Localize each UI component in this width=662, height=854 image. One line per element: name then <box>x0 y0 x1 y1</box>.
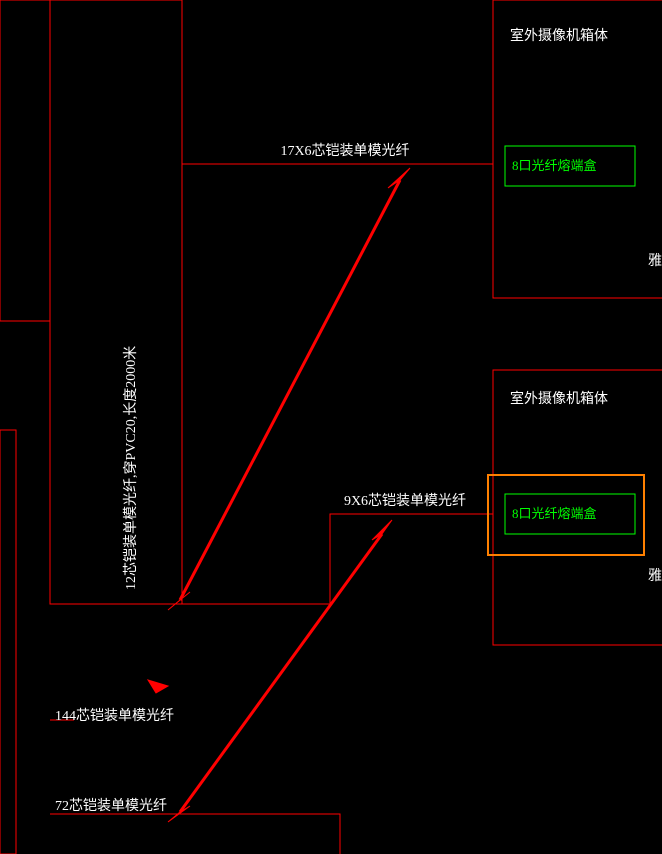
side-glyph-top: 雅 <box>648 253 662 269</box>
red-rect <box>0 430 16 854</box>
diagram-canvas: 17X6芯铠装单模光纤 9X6芯铠装单模光纤 144芯铠装单模光纤 72芯铠装单… <box>0 0 662 854</box>
label-cable-72: 72芯铠装单模光纤 <box>55 798 167 814</box>
cable-line <box>50 814 340 854</box>
arrow-2 <box>168 520 392 822</box>
fiber-term-label-bottom: 8口光纤熔端盒 <box>512 506 597 521</box>
box-title-top: 室外摄像机箱体 <box>510 27 608 44</box>
box-title-bottom: 室外摄像机箱体 <box>510 390 608 407</box>
side-glyph-bottom: 雅 <box>648 568 662 584</box>
red-rect <box>493 0 662 298</box>
cable-line <box>182 514 493 604</box>
fiber-term-label-top: 8口光纤熔端盒 <box>512 158 597 173</box>
red-rect <box>50 0 182 604</box>
red-rect <box>0 0 50 321</box>
label-vertical-cable: 12芯铠装单模光纤,穿PVC20,长度2000米 <box>123 346 139 590</box>
arrow-1-head-2 <box>148 680 168 693</box>
label-cable-144: 144芯铠装单模光纤 <box>55 708 174 724</box>
label-cable-9x6: 9X6芯铠装单模光纤 <box>344 493 466 509</box>
label-cable-17x6: 17X6芯铠装单模光纤 <box>280 143 409 159</box>
